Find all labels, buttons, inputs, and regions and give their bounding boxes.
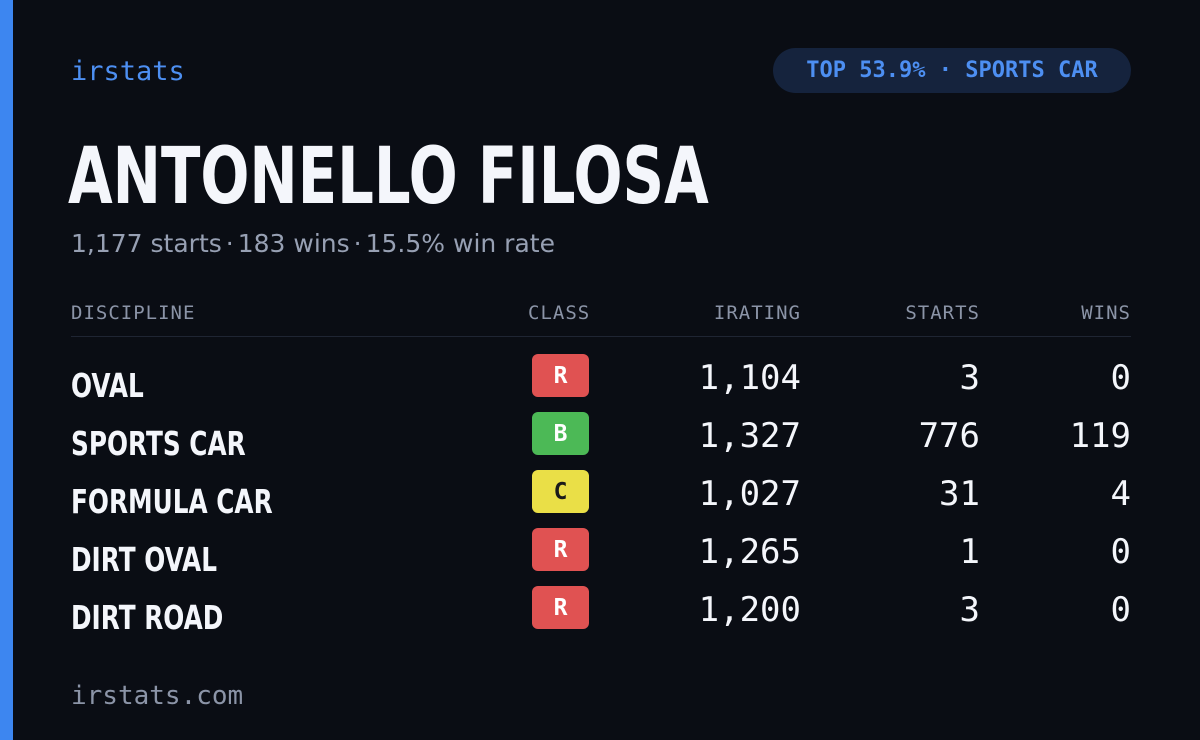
license-class-badge: R: [532, 528, 589, 571]
table-header: DISCIPLINE CLASS IRATING STARTS WINS: [71, 298, 1131, 337]
irating-value: 1,104: [698, 358, 801, 398]
license-class-badge: R: [532, 586, 589, 629]
footer-site: irstats.com: [71, 681, 244, 711]
table-row: OVAL R 1,104 3 0: [71, 354, 1131, 412]
starts-value: 31: [939, 474, 980, 514]
summary-wins: 183 wins: [237, 229, 350, 258]
wins-value: 0: [1110, 358, 1131, 398]
starts-value: 776: [918, 416, 980, 456]
header-wins: WINS: [1081, 302, 1131, 324]
starts-value: 1: [959, 532, 980, 572]
wins-value: 0: [1110, 532, 1131, 572]
discipline-name: OVAL: [71, 366, 144, 405]
discipline-name: SPORTS CAR: [71, 424, 246, 463]
driver-summary: 1,177 starts · 183 wins · 15.5% win rate: [71, 229, 555, 258]
license-class-badge: R: [532, 354, 589, 397]
table-row: SPORTS CAR B 1,327 776 119: [71, 412, 1131, 470]
table-row: DIRT ROAD R 1,200 3 0: [71, 586, 1131, 644]
summary-separator: ·: [353, 229, 362, 258]
discipline-table: DISCIPLINE CLASS IRATING STARTS WINS OVA…: [71, 298, 1131, 637]
header-class: CLASS: [528, 302, 591, 324]
summary-win-rate: 15.5% win rate: [365, 229, 555, 258]
percentile-badge: TOP 53.9% · SPORTS CAR: [773, 48, 1131, 93]
license-class-badge: C: [532, 470, 589, 513]
header-irating: IRATING: [713, 302, 801, 324]
summary-separator: ·: [225, 229, 234, 258]
table-row: DIRT OVAL R 1,265 1 0: [71, 528, 1131, 586]
irating-value: 1,327: [698, 416, 801, 456]
license-class-badge: B: [532, 412, 589, 455]
starts-value: 3: [959, 358, 980, 398]
discipline-name: DIRT OVAL: [71, 540, 217, 579]
summary-starts: 1,177 starts: [71, 229, 222, 258]
discipline-name: DIRT ROAD: [71, 598, 224, 637]
driver-name: ANTONELLO FILOSA: [68, 132, 709, 222]
irating-value: 1,265: [698, 532, 801, 572]
discipline-name: FORMULA CAR: [71, 482, 273, 521]
accent-bar: [0, 0, 13, 740]
irating-value: 1,200: [698, 590, 801, 630]
wins-value: 4: [1110, 474, 1131, 514]
brand-logo: irstats: [71, 56, 185, 87]
table-row: FORMULA CAR C 1,027 31 4: [71, 470, 1131, 528]
starts-value: 3: [959, 590, 980, 630]
wins-value: 0: [1110, 590, 1131, 630]
wins-value: 119: [1069, 416, 1131, 456]
irating-value: 1,027: [698, 474, 801, 514]
header-discipline: DISCIPLINE: [71, 302, 196, 324]
header-starts: STARTS: [905, 302, 980, 324]
